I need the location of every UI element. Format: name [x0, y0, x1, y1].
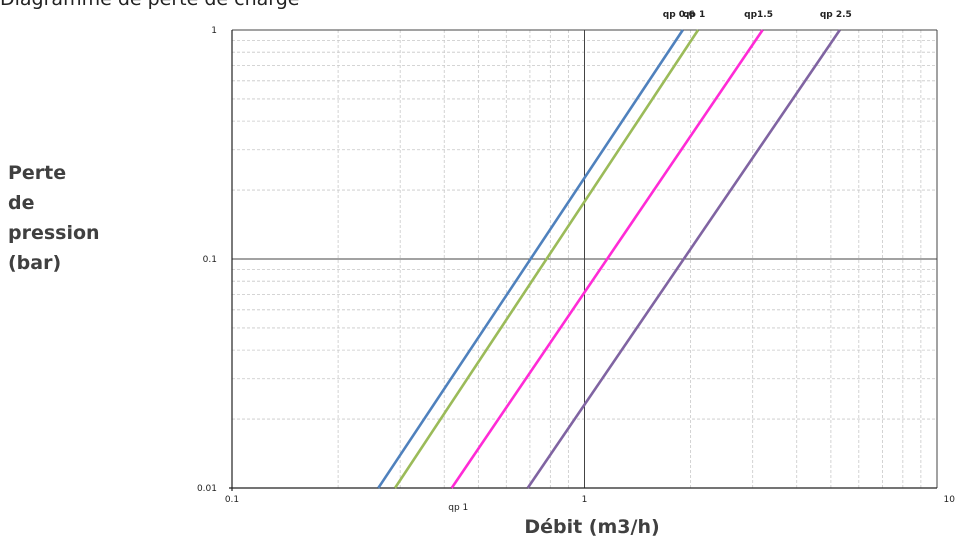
y-axis-label-line: Perte [8, 162, 67, 184]
series-label: qp 1 [683, 10, 705, 20]
top-caption: Diagramme de perte de charge [0, 0, 300, 10]
y-tick-label: 1 [211, 26, 217, 36]
annotation-label: qp 1 [448, 503, 468, 513]
y-axis-label-line: pression [8, 222, 100, 244]
series-label: qp 0.6 [663, 10, 695, 20]
y-tick-label: 0.01 [197, 484, 217, 494]
series-label: qp1.5 [744, 10, 773, 20]
series-line [377, 29, 684, 489]
series-line [526, 29, 841, 489]
series-label: qp 2.5 [820, 10, 852, 20]
y-axis-label-line: de [8, 192, 35, 214]
series-lines [377, 29, 841, 489]
x-axis-label: Débit (m3/h) [524, 516, 660, 538]
y-axis-label-line: (bar) [8, 252, 62, 274]
axes [229, 30, 937, 491]
grid [231, 29, 938, 489]
y-tick-label: 0.1 [203, 255, 217, 265]
x-tick-label: 10 [944, 495, 956, 505]
y-axis-label: Perte de pression (bar) [8, 158, 128, 278]
series-line [393, 29, 700, 489]
series-line [450, 29, 764, 489]
x-tick-label: 0.1 [225, 495, 239, 505]
x-tick-label: 1 [582, 495, 588, 505]
